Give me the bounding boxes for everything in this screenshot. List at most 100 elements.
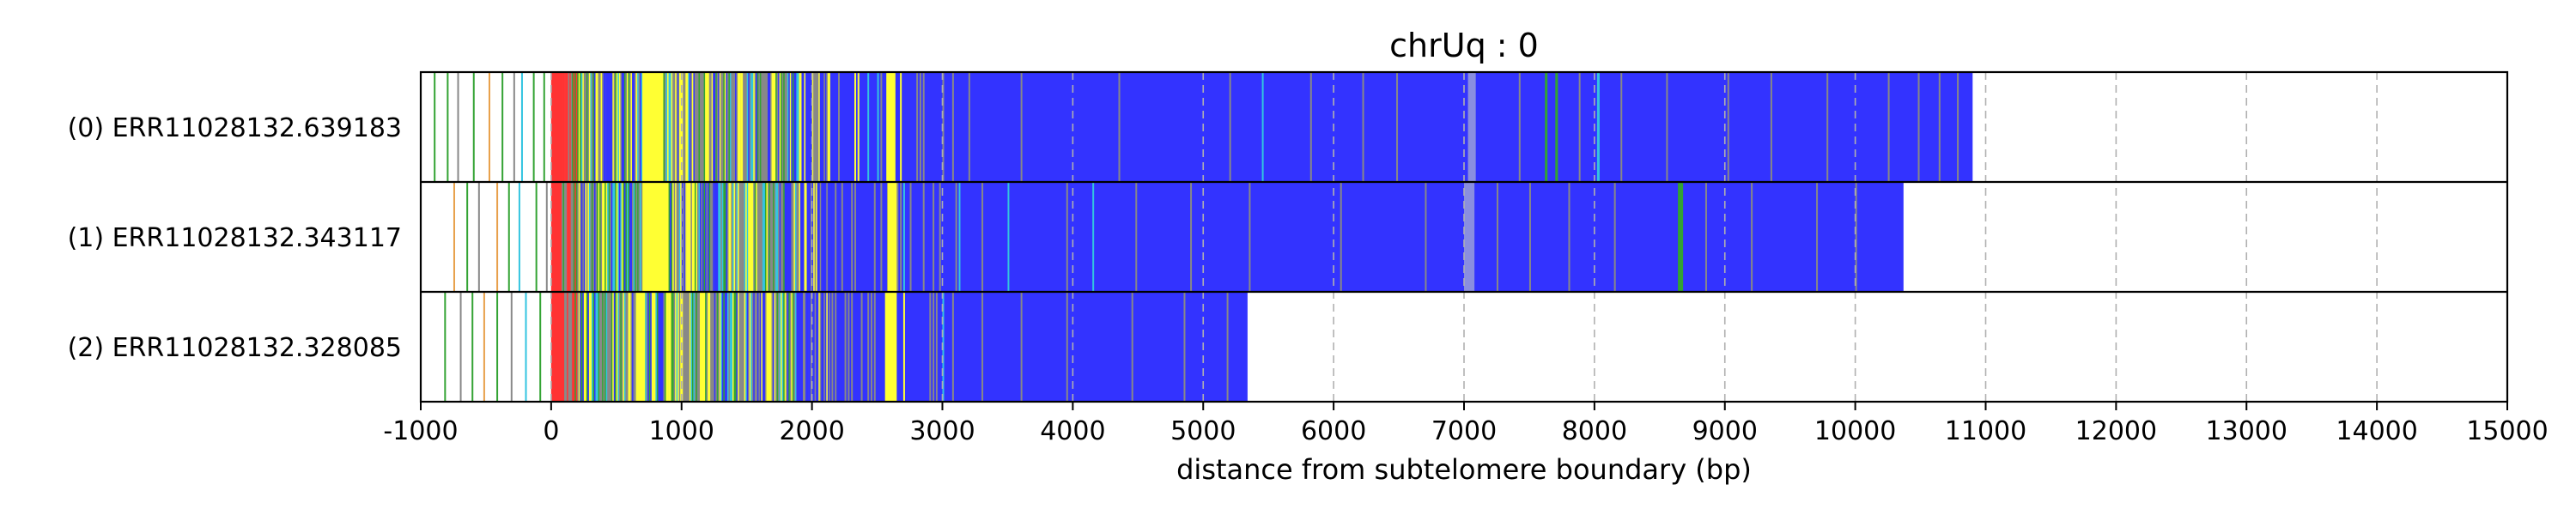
read-segment [733,292,736,402]
read-segment [796,182,799,292]
read-mark [1362,72,1364,182]
read-segment [665,72,668,182]
read-segment [623,72,625,182]
read-segment [718,182,720,292]
read-segment [583,292,586,402]
read-segment [774,72,776,182]
read-segment [753,72,756,182]
read-segment [719,72,721,182]
read-segment [724,72,726,182]
read-segment [586,72,588,182]
read-segment [630,72,633,182]
read-segment [600,72,603,182]
read-segment [724,292,726,402]
read-segment [703,292,706,402]
read-segment [797,182,799,292]
read-mark [929,292,932,402]
read-segment [750,72,753,182]
read-segment [562,72,565,182]
read-segment [791,182,793,292]
read-segment [570,182,573,292]
read-mark [867,72,870,182]
read-segment [711,182,714,292]
read-mark [510,292,513,402]
read-segment [794,72,797,182]
read-segment [751,72,754,182]
read-mark [841,182,843,292]
read-segment [632,182,634,292]
read-segment [806,182,809,292]
read-segment [635,292,636,402]
chart-title: chrUq : 0 [1389,27,1539,64]
read-segment [685,72,688,182]
read-segment [797,72,799,182]
read-segment [804,72,806,182]
blue-band [605,72,613,182]
read-segment [696,72,699,182]
read-segment [759,72,762,182]
read-segment [741,292,744,402]
read-segment [779,292,781,402]
read-segment [738,72,739,182]
read-segment [738,182,739,292]
read-segment [565,292,568,402]
read-segment [713,292,715,402]
blue-band [831,182,1904,292]
read-segment [607,292,610,402]
read-segment [633,182,635,292]
read-segment [733,182,736,292]
read-segment [758,72,761,182]
read-segment [761,182,763,292]
read-mark [496,182,499,292]
read-segment [819,72,822,182]
read-mark [900,182,902,292]
x-tick-label: 6000 [1301,416,1366,446]
read-segment [562,182,565,292]
read-segment [827,182,829,292]
read-segment [681,292,683,402]
read-segment [628,72,630,182]
read-segment [645,292,647,402]
read-segment [758,292,761,402]
read-segment [818,182,821,292]
read-segment [689,72,691,182]
read-segment [776,182,779,292]
read-mark [1118,72,1121,182]
read-mark [880,72,883,182]
read-segment [773,292,775,402]
read-segment [686,72,689,182]
read-segment [683,72,685,182]
read-segment [744,72,746,182]
read-segment [637,72,639,182]
read-mark [933,292,935,402]
read-segment [822,72,824,182]
read-segment [683,72,686,182]
read-segment [732,292,734,402]
read-segment [759,292,762,402]
read-segment [813,182,815,292]
yellow-band [749,182,754,292]
read-segment [745,292,747,402]
read-mark [958,182,961,292]
read-segment [776,292,779,402]
read-segment [630,182,633,292]
read-mark [520,72,523,182]
read-segment [595,182,598,292]
read-segment [774,182,776,292]
read-segment [574,72,577,182]
read-segment [608,292,611,402]
read-mark [1135,182,1138,292]
read-mark [1007,182,1010,292]
read-segment [702,292,704,402]
read-mark [1020,292,1023,402]
read-segment [726,72,728,182]
read-segment [663,292,665,402]
read-segment [762,292,764,402]
read-segment [743,292,744,402]
read-segment [769,292,771,402]
read-segment [710,72,712,182]
read-segment [787,72,789,182]
read-mark [539,292,542,402]
x-tick-label: 3000 [909,416,975,446]
read-segment [829,182,832,292]
